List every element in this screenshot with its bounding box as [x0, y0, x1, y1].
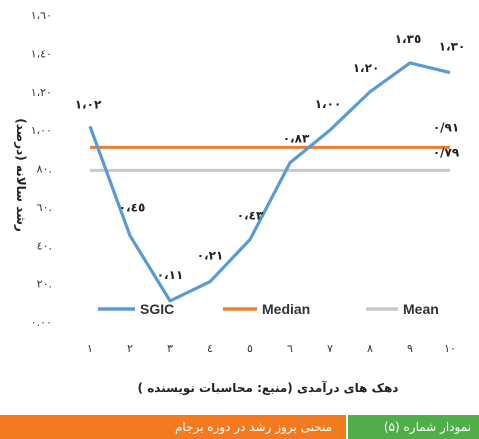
data-label-sgic: ٠،١١	[157, 268, 184, 282]
series-line-sgic	[88, 61, 451, 303]
x-tick-label: ٢	[127, 342, 133, 355]
x-tick-label: ٦	[287, 342, 293, 355]
y-tick-label: ٠.٠٠	[31, 316, 52, 329]
legend-label: Median	[262, 301, 310, 317]
y-axis-title: رشد سالانه (درصد)	[14, 118, 28, 232]
y-tick-label: ٢٠.	[37, 278, 52, 291]
x-axis-ticks: ١ ٢ ٣ ٤ ٥ ٦ ٧ ٨ ٩ ١٠	[87, 342, 456, 355]
x-tick-label: ٧	[327, 342, 333, 355]
data-label-sgic: ١،٠٠	[315, 97, 342, 111]
figure-title-banner: منحنی بروز رشد در دوره برجام	[0, 415, 346, 439]
legend-label: Mean	[403, 301, 439, 317]
data-label-sgic: ١،٠٢	[75, 97, 102, 111]
data-label-sgic: ٠،٤٣	[237, 208, 264, 222]
y-tick-label: ٨٠.	[37, 163, 52, 176]
data-label-sgic: ٠،٤٥	[119, 201, 146, 215]
y-tick-label: ٤٠.	[37, 239, 52, 252]
series-layer	[88, 61, 451, 303]
data-label-median: ٠/٩١	[433, 120, 459, 134]
legend: SGIC Median Mean	[98, 301, 439, 317]
figure-number-banner: نمودار شماره (۵)	[348, 415, 479, 439]
y-tick-label: ١،٦٠	[31, 9, 52, 22]
x-axis-title: دهک های درآمدی (منبع: محاسبات نویسنده )	[138, 380, 399, 396]
data-label-sgic: ١،٣٥	[395, 32, 422, 46]
x-tick-label: ١٠	[444, 342, 456, 355]
x-tick-label: ٤	[207, 342, 213, 355]
y-tick-label: ١،٤٠	[31, 47, 52, 60]
data-label-sgic: ٠،٨٣	[283, 132, 310, 146]
data-labels: ١،٠٢ ٠،٤٥ ٠،١١ ٠،٢١ ٠،٤٣ ٠،٨٣ ١،٠٠ ١،٢٠ ١،٣٥ ١،٣٠…	[75, 32, 466, 282]
y-tick-label: ٦٠.	[37, 201, 52, 214]
data-label-sgic: ١،٣٠	[439, 40, 466, 54]
data-label-sgic: ٠،٢١	[197, 249, 224, 263]
x-tick-label: ٨	[367, 342, 373, 355]
data-label-mean: ٠/٧٩	[433, 145, 460, 159]
y-axis-ticks: ٠.٠٠ ٢٠. ٤٠. ٦٠. ٨٠. ١،٠٠ ١،٢٠ ١،٤٠ ١،٦٠	[31, 9, 52, 329]
x-tick-label: ٩	[407, 342, 413, 355]
data-label-sgic: ١،٢٠	[353, 61, 380, 75]
legend-label: SGIC	[140, 301, 174, 317]
x-tick-label: ٣	[167, 342, 173, 355]
x-tick-label: ١	[87, 342, 93, 355]
y-tick-label: ١،٢٠	[31, 86, 52, 99]
y-tick-label: ١،٠٠	[31, 124, 52, 137]
x-tick-label: ٥	[247, 342, 253, 355]
